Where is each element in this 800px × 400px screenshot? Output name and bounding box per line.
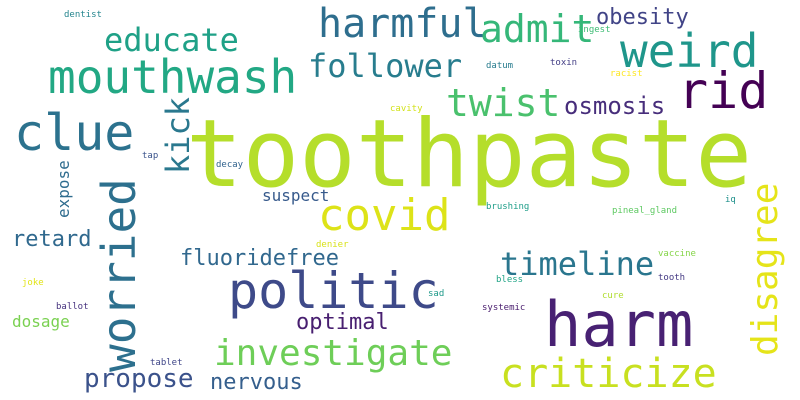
word-iq: iq [725,195,736,205]
word-admit: admit [480,7,595,51]
word-tap: tap [142,151,159,161]
word-datum: datum [486,61,514,71]
word-dosage: dosage [12,312,70,331]
word-brushing: brushing [486,202,530,212]
word-racist: racist [610,69,643,79]
word-tablet: tablet [150,358,183,368]
word-covid: covid [318,190,451,241]
word-dentist: dentist [64,10,102,20]
word-mouthwash: mouthwash [48,50,298,104]
word-toxin: toxin [550,58,578,68]
word-joke: joke [22,278,44,288]
word-clue: clue [14,104,135,162]
word-educate: educate [104,21,239,59]
word-ballot: ballot [56,302,89,312]
word-systemic: systemic [482,303,526,313]
word-tooth: tooth [658,273,686,283]
word-nervous: nervous [210,370,303,395]
word-decay: decay [216,160,244,170]
word-pineal_gland: pineal_gland [612,206,678,216]
word-optimal: optimal [296,310,389,335]
word-worried: worried [92,178,146,372]
word-criticize: criticize [500,351,717,397]
word-rid: rid [678,62,769,120]
word-investigate: investigate [214,333,453,374]
word-suspect: suspect [262,186,330,205]
word-retard: retard [12,227,92,252]
word-twist: twist [446,81,561,125]
word-timeline: timeline [500,245,655,283]
word-obesity: obesity [596,5,689,30]
word-cavity: cavity [390,104,423,114]
word-follower: follower [308,47,463,85]
word-disagree: disagree [745,182,786,356]
word-propose: propose [84,364,194,394]
word-sad: sad [428,289,445,299]
word-harm: harm [544,288,694,361]
word-harmful: harmful [318,1,487,47]
word-cure: cure [602,291,624,301]
word-expose: expose [54,160,73,218]
word-denier: denier [316,240,349,250]
word-weird: weird [620,24,759,78]
word-vaccine: vaccine [658,249,696,259]
word-bless: bless [496,275,524,285]
word-osmosis: osmosis [564,92,666,120]
word-ingest: ingest [578,25,611,35]
word-politic: politic [228,262,439,320]
word-toothpaste: toothpaste [186,100,752,209]
word-kick: kick [159,96,197,174]
word-fluoridefree: fluoridefree [180,246,339,271]
